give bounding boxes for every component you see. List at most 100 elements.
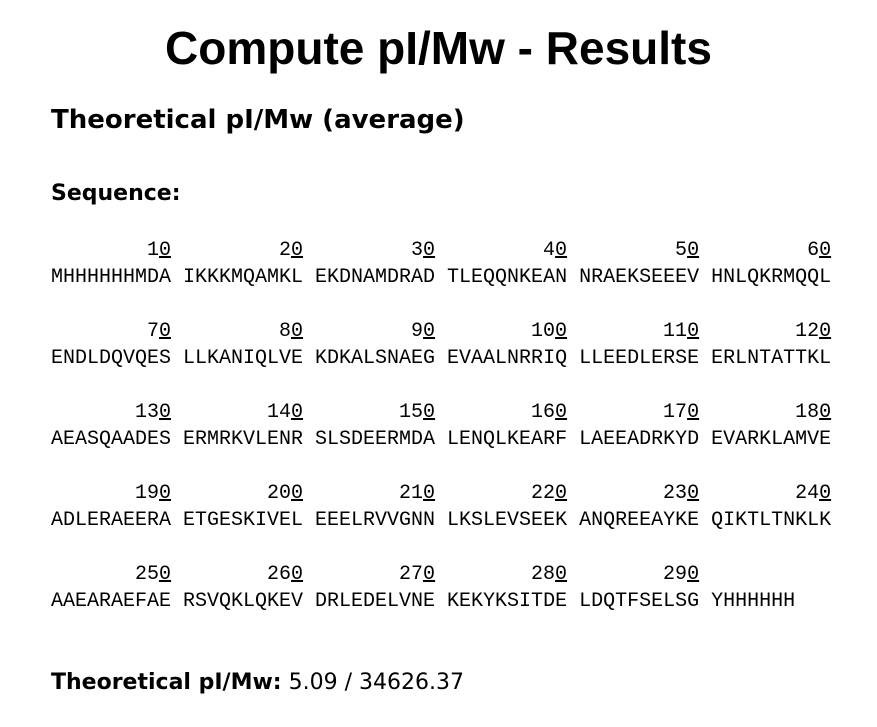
residues: NRAEKSEEEV bbox=[579, 266, 700, 289]
sequence-chunk: 200 ETGESKIVEL bbox=[183, 480, 303, 534]
residues: LLEEDLERSE bbox=[579, 347, 700, 370]
sequence-chunk: 10 MHHHHHHMDA bbox=[51, 237, 171, 291]
position-number: 70 bbox=[146, 320, 172, 343]
residues: KEKYKSITDE bbox=[447, 590, 568, 613]
position-number: 80 bbox=[279, 320, 304, 343]
position-number: 180 bbox=[795, 401, 832, 424]
position-number: 100 bbox=[531, 320, 568, 343]
sequence-chunk: 250 AAEARAEFAE bbox=[51, 561, 171, 615]
residues: LDQTFSELSG bbox=[579, 590, 700, 613]
position-number: 10 bbox=[146, 239, 172, 262]
sequence-chunk: 230 ANQREEAYKE bbox=[579, 480, 699, 534]
sequence-chunk: 140 ERMRKVLENR bbox=[183, 399, 303, 453]
residues: LLKANIQLVE bbox=[183, 347, 304, 370]
position-number: 110 bbox=[663, 320, 700, 343]
sequence-chunk: 80 LLKANIQLVE bbox=[183, 318, 303, 372]
residues: ENDLDQVQES bbox=[51, 347, 172, 370]
sequence-chunk: 150 SLSDEERMDA bbox=[315, 399, 435, 453]
residues: KDKALSNAEG bbox=[315, 347, 436, 370]
sequence-row: 70 ENDLDQVQES 80 LLKANIQLVE 90 KDKALSNAEG 100 E… bbox=[51, 318, 843, 399]
position-number: 140 bbox=[267, 401, 304, 424]
residues: ETGESKIVEL bbox=[183, 509, 304, 532]
sequence-row: 250 AAEARAEFAE 260 RSVQKLQKEV 270 DRLEDELVNE 2… bbox=[51, 561, 843, 642]
sequence-chunk: 130 AEASQAADES bbox=[51, 399, 171, 453]
residues: LAEEADRKYD bbox=[579, 428, 700, 451]
sequence-chunk: 90 KDKALSNAEG bbox=[315, 318, 435, 372]
sequence-chunk: 190 ADLERAEERA bbox=[51, 480, 171, 534]
residues: LKSLEVSEEK bbox=[447, 509, 568, 532]
position-number: 120 bbox=[795, 320, 832, 343]
residues: EEELRVVGNN bbox=[315, 509, 436, 532]
result-label: Theoretical pI/Mw: bbox=[51, 670, 282, 695]
sequence-chunk: 40 TLEQQNKEAN bbox=[447, 237, 567, 291]
sequence-chunk: 20 IKKKMQAMKL bbox=[183, 237, 303, 291]
residues: ADLERAEERA bbox=[51, 509, 172, 532]
residues: QIKTLTNKLK bbox=[711, 509, 832, 532]
sequence-row: 10 MHHHHHHMDA 20 IKKKMQAMKL 30 EKDNAMDRAD 40 TL… bbox=[51, 237, 843, 318]
subtitle: Theoretical pI/Mw (average) bbox=[51, 105, 465, 135]
position-number: 190 bbox=[134, 482, 172, 505]
position-number: 60 bbox=[807, 239, 832, 262]
residues: MHHHHHHMDA bbox=[51, 266, 172, 289]
sequence-chunk: 30 EKDNAMDRAD bbox=[315, 237, 435, 291]
sequence-chunk: 170 LAEEADRKYD bbox=[579, 399, 699, 453]
sequence-chunk: 210 EEELRVVGNN bbox=[315, 480, 435, 534]
sequence-chunk: 240 QIKTLTNKLK bbox=[711, 480, 831, 534]
position-number: 210 bbox=[399, 482, 436, 505]
sequence-row: 190 ADLERAEERA 200 ETGESKIVEL 210 EEELRVVGNN 2… bbox=[51, 480, 843, 561]
sequence-chunk: 290 LDQTFSELSG bbox=[579, 561, 699, 615]
position-number: 240 bbox=[795, 482, 832, 505]
sequence-chunk: YHHHHHH bbox=[711, 561, 831, 615]
residues: EVAALNRRIQ bbox=[447, 347, 568, 370]
position-number: 270 bbox=[399, 563, 436, 586]
residues: YHHHHHH bbox=[711, 590, 796, 613]
position-number: 290 bbox=[663, 563, 700, 586]
residues: HNLQKRMQQL bbox=[711, 266, 832, 289]
residues: ERMRKVLENR bbox=[183, 428, 304, 451]
page-title: Compute pI/Mw - Results bbox=[165, 22, 712, 74]
sequence-chunk: 120 ERLNTATTKL bbox=[711, 318, 831, 372]
position-number: 250 bbox=[134, 563, 172, 586]
sequence-label: Sequence: bbox=[51, 181, 181, 206]
position-number: 280 bbox=[531, 563, 568, 586]
residues: SLSDEERMDA bbox=[315, 428, 436, 451]
position-number: 260 bbox=[267, 563, 304, 586]
position-number: 160 bbox=[531, 401, 568, 424]
residues: ERLNTATTKL bbox=[711, 347, 832, 370]
residues: AAEARAEFAE bbox=[51, 590, 172, 613]
residues: AEASQAADES bbox=[51, 428, 172, 451]
position-number: 50 bbox=[675, 239, 700, 262]
sequence-chunk: 220 LKSLEVSEEK bbox=[447, 480, 567, 534]
position-number: 200 bbox=[267, 482, 304, 505]
position-number: 130 bbox=[134, 401, 172, 424]
result-value: 5.09 / 34626.37 bbox=[288, 670, 464, 695]
sequence-chunk: 280 KEKYKSITDE bbox=[447, 561, 567, 615]
position-number: 40 bbox=[543, 239, 568, 262]
residues: ANQREEAYKE bbox=[579, 509, 700, 532]
residues: DRLEDELVNE bbox=[315, 590, 436, 613]
sequence-chunk: 100 EVAALNRRIQ bbox=[447, 318, 567, 372]
sequence-chunk: 60 HNLQKRMQQL bbox=[711, 237, 831, 291]
position-number: 230 bbox=[663, 482, 700, 505]
sequence-chunk: 110 LLEEDLERSE bbox=[579, 318, 699, 372]
sequence-chunk: 70 ENDLDQVQES bbox=[51, 318, 171, 372]
sequence-chunk: 260 RSVQKLQKEV bbox=[183, 561, 303, 615]
position-number: 90 bbox=[411, 320, 436, 343]
sequence-block: 10 MHHHHHHMDA 20 IKKKMQAMKL 30 EKDNAMDRAD 40 TL… bbox=[51, 237, 843, 642]
sequence-chunk: 160 LENQLKEARF bbox=[447, 399, 567, 453]
residues: TLEQQNKEAN bbox=[447, 266, 568, 289]
residues: EKDNAMDRAD bbox=[315, 266, 436, 289]
position-number: 20 bbox=[279, 239, 304, 262]
residues: RSVQKLQKEV bbox=[183, 590, 304, 613]
sequence-chunk: 50 NRAEKSEEEV bbox=[579, 237, 699, 291]
sequence-chunk: 270 DRLEDELVNE bbox=[315, 561, 435, 615]
residues: IKKKMQAMKL bbox=[183, 266, 304, 289]
residues: LENQLKEARF bbox=[447, 428, 568, 451]
sequence-row: 130 AEASQAADES 140 ERMRKVLENR 150 SLSDEERMDA 1… bbox=[51, 399, 843, 480]
position-number: 170 bbox=[663, 401, 700, 424]
result: Theoretical pI/Mw: 5.09 / 34626.37 bbox=[51, 667, 464, 699]
position-spacer bbox=[711, 561, 831, 588]
sequence-chunk: 180 EVARKLAMVE bbox=[711, 399, 831, 453]
position-number: 220 bbox=[531, 482, 568, 505]
